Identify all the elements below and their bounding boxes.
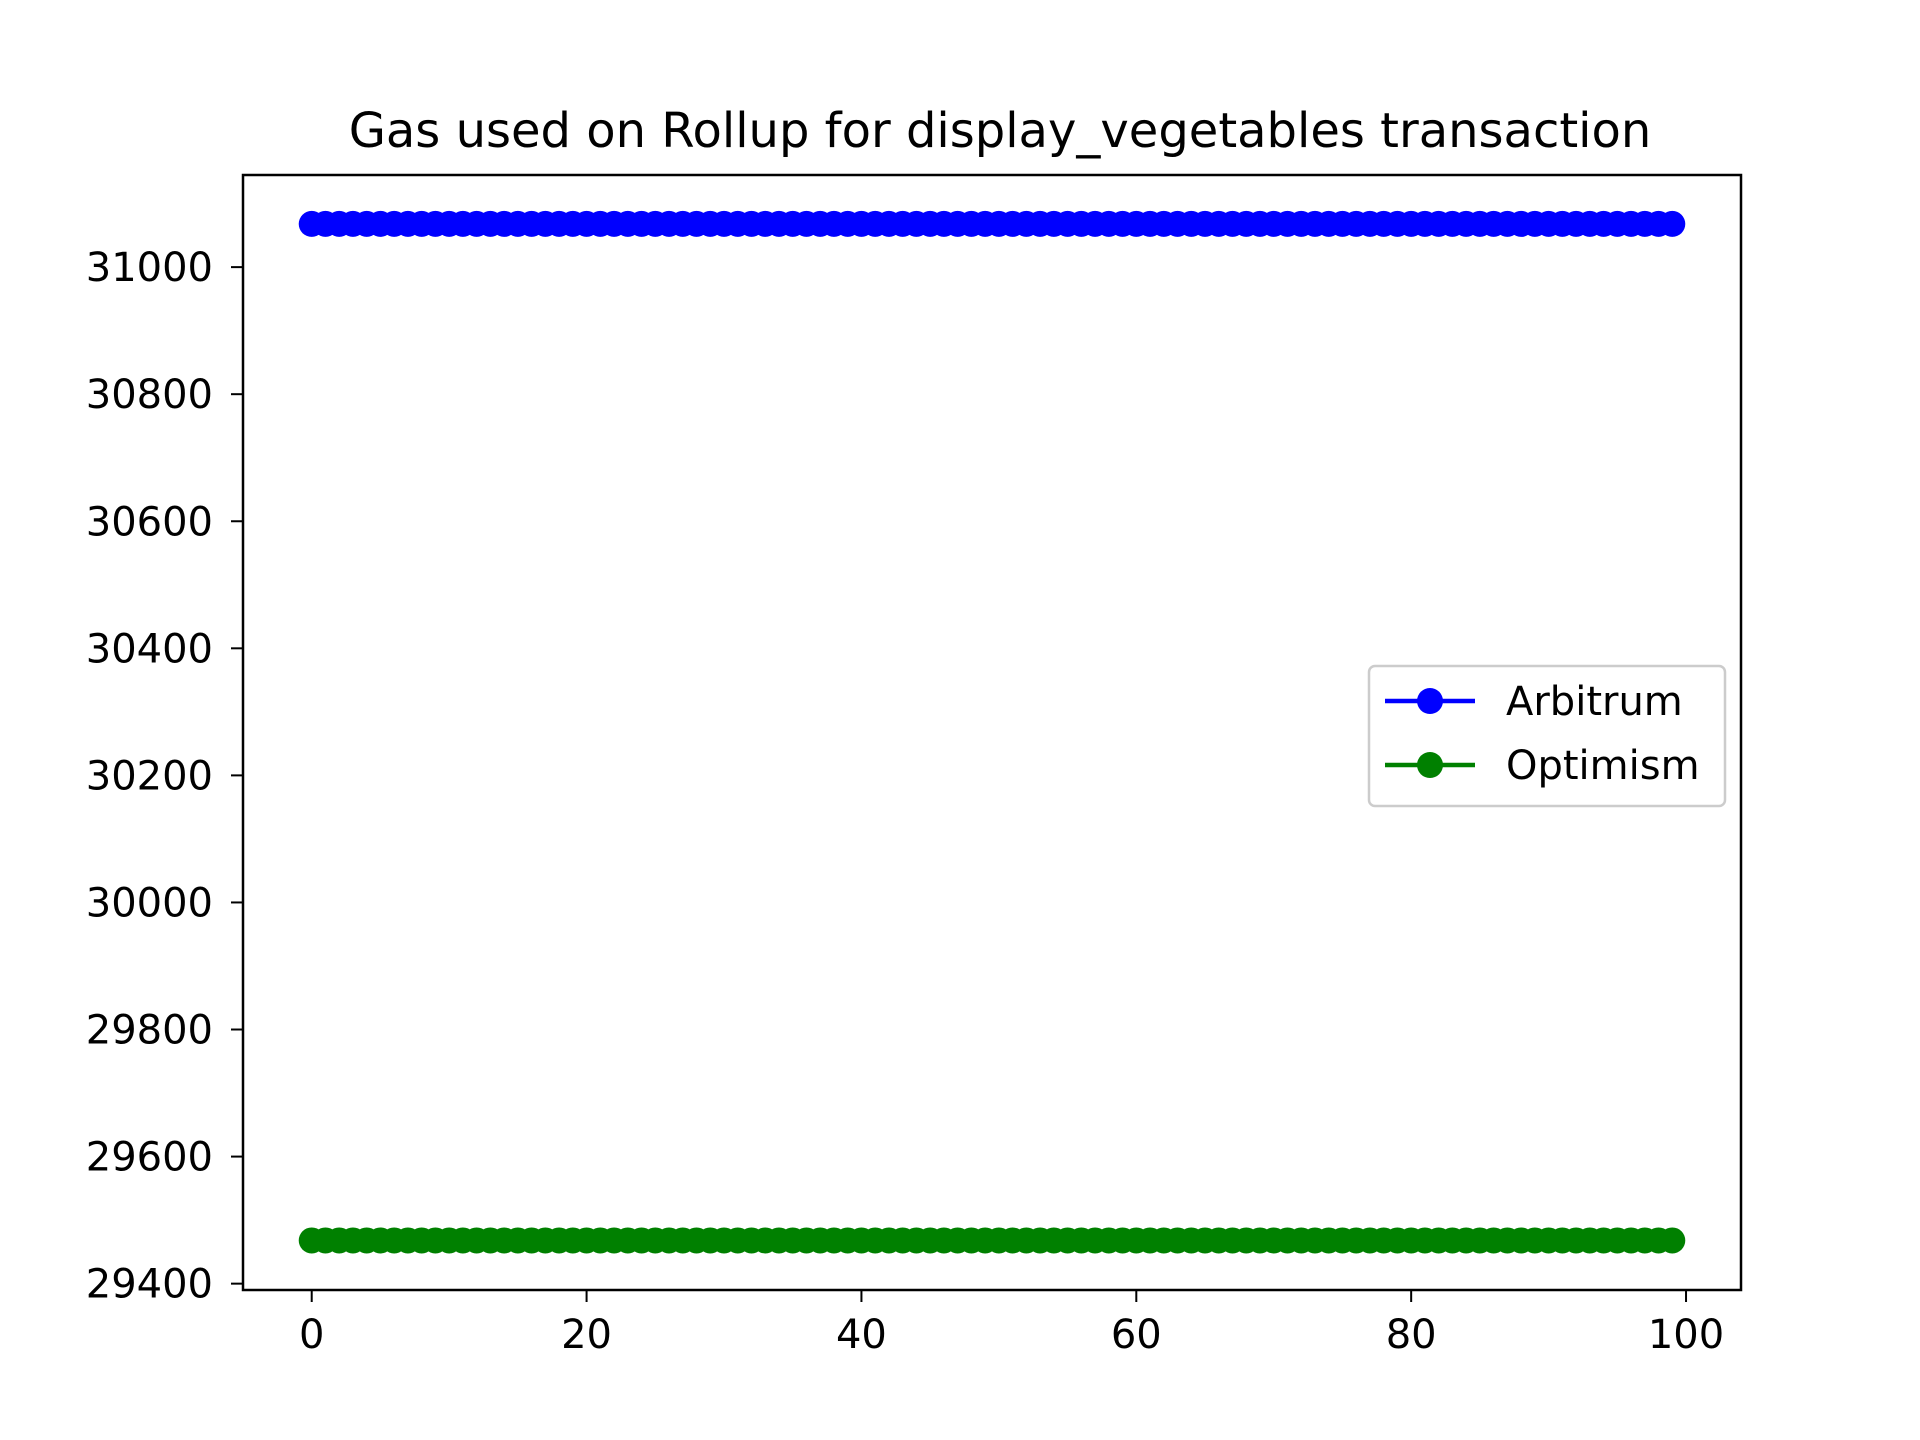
series-arbitrum [298,210,1686,237]
legend-marker [1417,752,1443,778]
y-tick-label: 30200 [86,753,213,799]
x-tick-label: 100 [1648,1312,1724,1358]
x-tick-label: 20 [561,1312,612,1358]
y-tick-label: 30000 [86,880,213,926]
x-tick-label: 0 [299,1312,324,1358]
legend-item-optimism: Optimism [1385,743,1700,789]
legend-item-arbitrum: Arbitrum [1385,679,1683,725]
legend: Arbitrum Optimism [1367,664,1727,808]
axes-frame [241,173,1743,1292]
chart-title: Gas used on Rollup for display_vegetable… [349,103,1652,159]
y-tick-label: 31000 [86,245,213,291]
x-tick-label: 80 [1386,1312,1437,1358]
y-tick-label: 29600 [86,1135,213,1181]
y-tick-label: 29400 [86,1262,213,1308]
y-tick-label: 29800 [86,1008,213,1054]
x-tick-label: 60 [1111,1312,1162,1358]
data-point [1659,1227,1686,1254]
x-tick-label: 40 [836,1312,887,1358]
x-axis: 0 20 40 60 80 100 [299,1290,1724,1358]
series-optimism [298,1227,1686,1254]
legend-label: Arbitrum [1506,679,1683,725]
y-tick-label: 30400 [86,626,213,672]
y-axis: 29400 29600 29800 30000 30200 30400 30600 30800… [86,245,243,1308]
data-point [1659,210,1686,237]
legend-label: Optimism [1506,743,1700,789]
y-tick-label: 30800 [86,372,213,418]
y-tick-label: 30600 [86,499,213,545]
plot-area [241,173,1743,1292]
legend-marker [1417,688,1443,714]
